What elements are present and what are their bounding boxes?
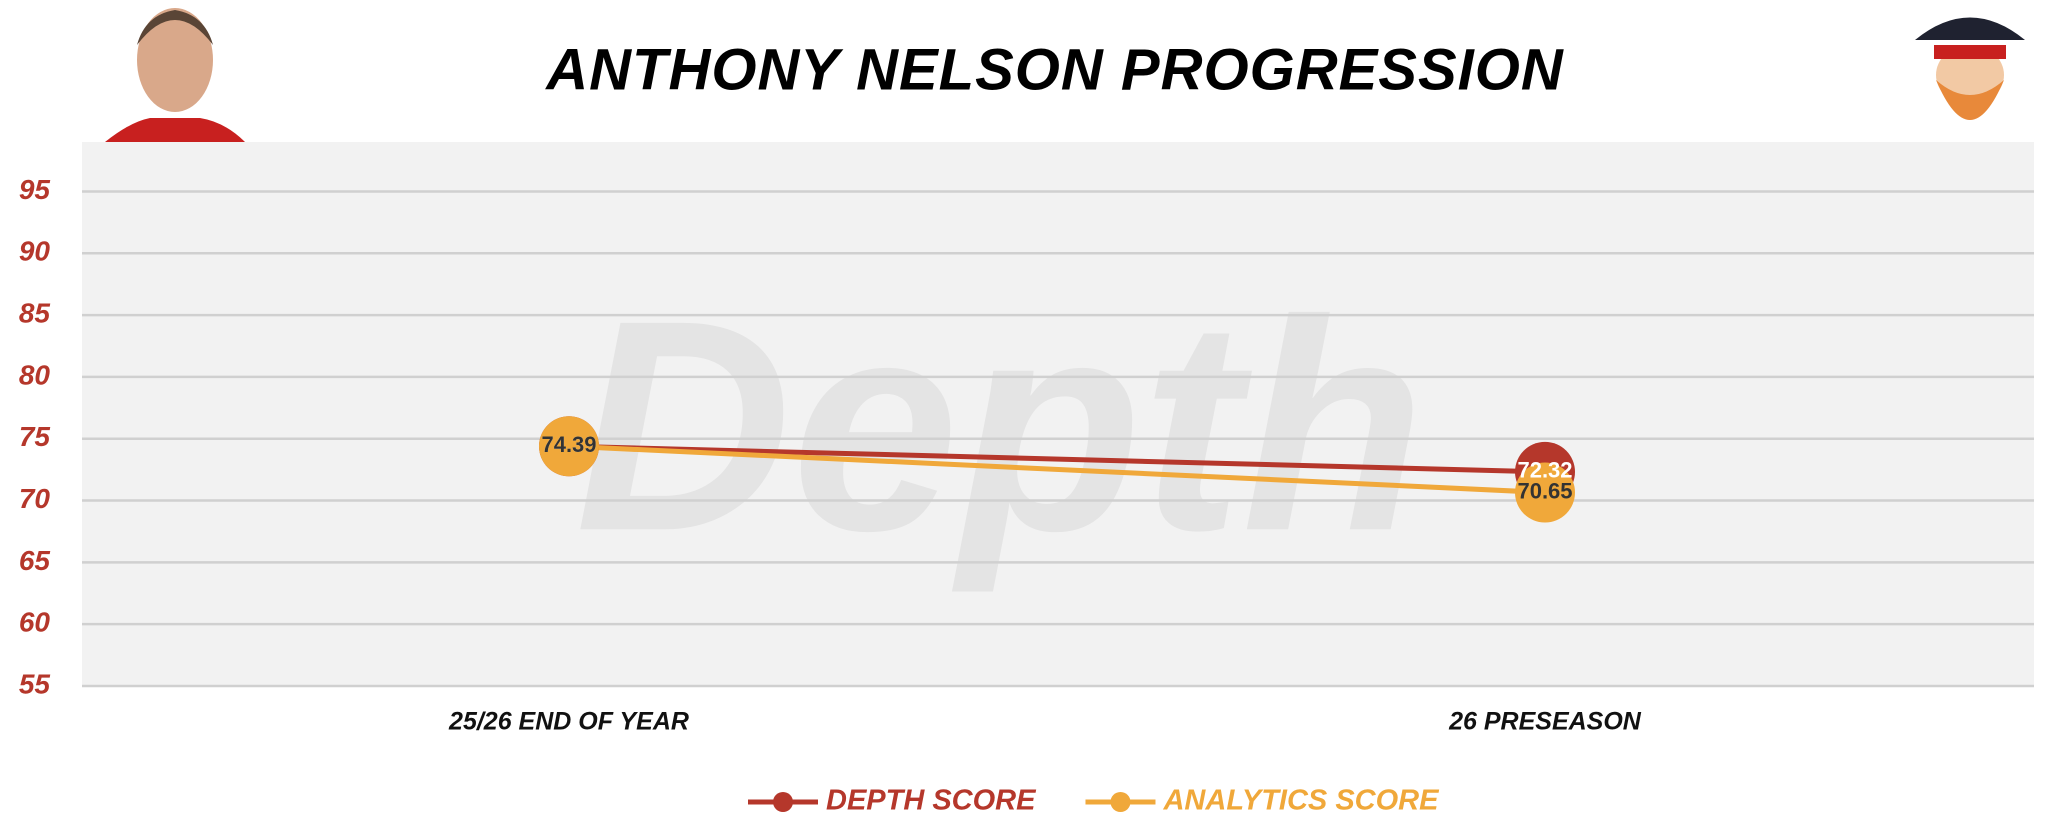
point: [539, 416, 599, 477]
value-label: 74.39: [541, 432, 596, 457]
y-tick-label: 65: [19, 545, 51, 576]
value-label: 70.65: [1517, 478, 1572, 503]
series-line: [568, 443, 1546, 475]
legend-marker: [1110, 792, 1131, 812]
y-tick-label: 95: [19, 174, 51, 205]
chart-title: ANTHONY NELSON PROGRESSION: [544, 37, 1564, 102]
legend-label: ANALYTICS SCORE: [1162, 785, 1440, 817]
y-tick-label: 90: [19, 236, 51, 267]
plot-area: [82, 142, 2034, 686]
logo: [1915, 17, 2025, 120]
y-tick-label: 70: [19, 483, 51, 514]
y-tick-label: 75: [19, 421, 51, 452]
value-label: 72.32: [1517, 458, 1572, 483]
legend-marker: [773, 792, 793, 812]
legend-label: DEPTH SCORE: [826, 785, 1037, 817]
value-label: 74.39: [541, 432, 596, 457]
x-tick-label: 26 PRESEASON: [1448, 708, 1642, 736]
y-tick-label: 80: [19, 359, 51, 390]
watermark: Depth: [575, 257, 1425, 595]
player-photo: [105, 0, 245, 142]
x-tick-label: 25/26 END OF YEAR: [448, 708, 689, 736]
series-line: [568, 443, 1546, 496]
point: [1515, 462, 1575, 523]
y-tick-label: 55: [19, 668, 51, 699]
y-tick-label: 60: [19, 607, 51, 638]
y-tick-label: 85: [19, 297, 51, 328]
